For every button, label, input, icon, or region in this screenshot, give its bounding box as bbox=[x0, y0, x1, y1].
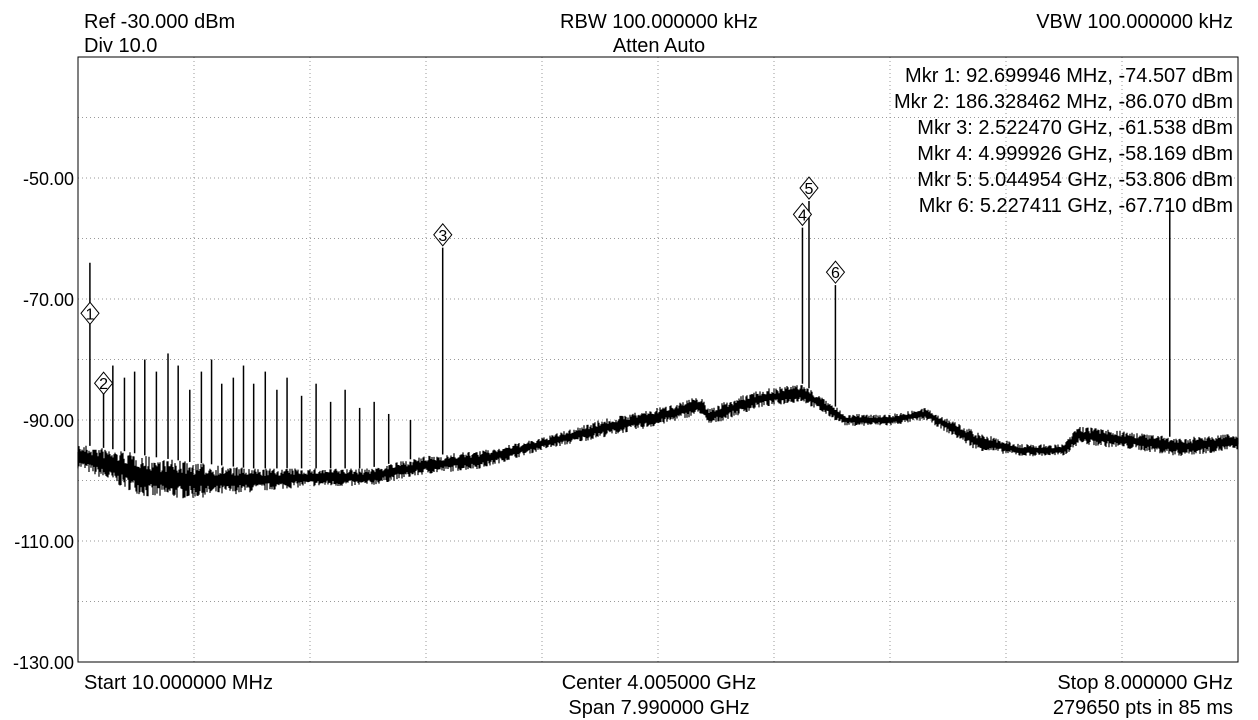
marker-number: 3 bbox=[438, 228, 447, 245]
marker-1: 1 bbox=[80, 301, 100, 326]
marker-readout-2: Mkr 2: 186.328462 MHz, -86.070 dBm bbox=[893, 91, 1233, 113]
division-label: Div 10.0 bbox=[84, 35, 158, 57]
marker-3: 3 bbox=[433, 223, 453, 247]
marker-number: 4 bbox=[798, 207, 807, 224]
markers: 1 2 3 4 5 6 bbox=[80, 176, 846, 396]
marker-number: 6 bbox=[831, 265, 840, 282]
y-tick-label: -70.00 bbox=[23, 290, 74, 310]
marker-diamond bbox=[799, 176, 819, 200]
marker-diamond bbox=[80, 301, 100, 326]
rbw-label: RBW 100.000000 kHz bbox=[560, 11, 758, 33]
center-frequency-label: Center 4.005000 GHz bbox=[561, 672, 757, 694]
marker-diamond bbox=[792, 202, 813, 227]
marker-readout-1: Mkr 1: 92.699946 MHz, -74.507 dBm bbox=[905, 65, 1233, 87]
marker-6: 6 bbox=[825, 260, 846, 284]
marker-5: 5 bbox=[799, 176, 819, 200]
marker-diamond bbox=[93, 371, 114, 396]
span-label: Span 7.990000 GHz bbox=[568, 697, 750, 719]
stop-frequency-label: Stop 8.000000 GHz bbox=[1057, 672, 1233, 694]
marker-2: 2 bbox=[93, 371, 114, 396]
marker-readout-3: Mkr 3: 2.522470 GHz, -61.538 dBm bbox=[917, 117, 1233, 139]
y-axis-ticks: -50.00 -70.00 -90.00 -110.00 -130.00 bbox=[13, 169, 74, 673]
attenuation-label: Atten Auto bbox=[612, 35, 706, 57]
marker-number: 1 bbox=[86, 306, 95, 323]
marker-4: 4 bbox=[792, 202, 813, 227]
y-tick-label: -110.00 bbox=[14, 532, 74, 552]
y-tick-label: -90.00 bbox=[23, 411, 74, 431]
marker-readout-6: Mkr 6: 5.227411 GHz, -67.710 dBm bbox=[918, 195, 1233, 217]
marker-diamond bbox=[825, 260, 846, 284]
marker-readout-5: Mkr 5: 5.044954 GHz, -53.806 dBm bbox=[917, 169, 1233, 191]
marker-diamond bbox=[433, 223, 453, 247]
marker-number: 2 bbox=[99, 376, 108, 393]
y-tick-label: -50.00 bbox=[23, 169, 74, 189]
spectrum-trace bbox=[77, 200, 1239, 499]
marker-readout-table: Mkr 1: 92.699946 MHz, -74.507 dBm Mkr 2:… bbox=[894, 63, 1233, 219]
ref-level-label: Ref -30.000 dBm bbox=[84, 11, 236, 33]
marker-number: 5 bbox=[805, 181, 814, 198]
start-frequency-label: Start 10.000000 MHz bbox=[84, 672, 273, 694]
plot-frame bbox=[77, 56, 1239, 663]
vbw-label: VBW 100.000000 kHz bbox=[1036, 11, 1233, 33]
y-tick-label: -130.00 bbox=[13, 653, 74, 673]
marker-readout-4: Mkr 4: 4.999926 GHz, -58.169 dBm bbox=[917, 143, 1233, 165]
sweep-points-label: 279650 pts in 85 ms bbox=[1052, 697, 1233, 719]
